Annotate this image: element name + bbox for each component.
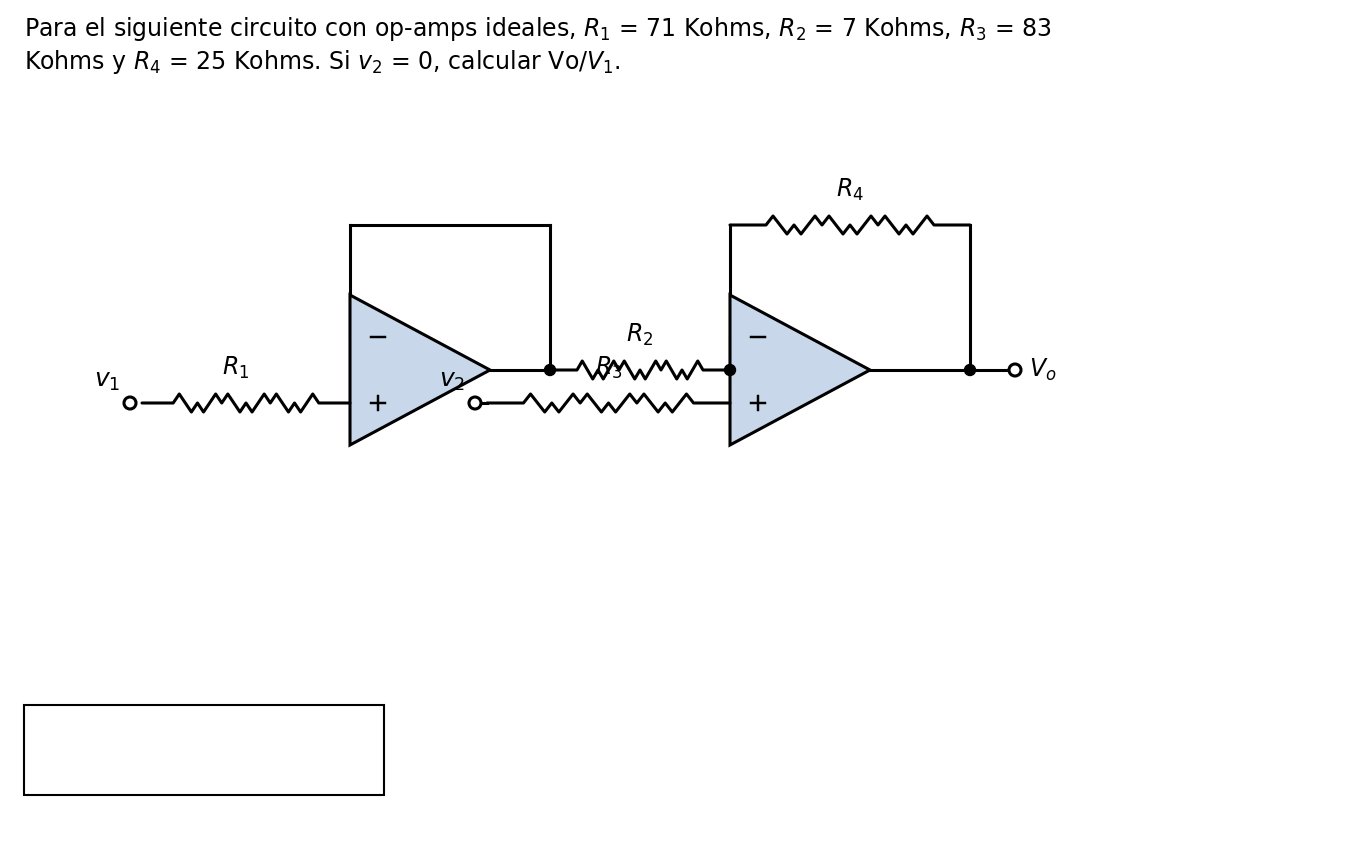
Text: $R_1$: $R_1$ xyxy=(222,355,249,381)
Circle shape xyxy=(124,397,136,409)
Polygon shape xyxy=(350,295,491,445)
Text: $R_4$: $R_4$ xyxy=(836,177,864,203)
Polygon shape xyxy=(731,295,869,445)
Text: $v_2$: $v_2$ xyxy=(439,369,465,393)
Text: $R_3$: $R_3$ xyxy=(594,355,623,381)
Text: $V_o$: $V_o$ xyxy=(1029,357,1057,383)
Text: $R_2$: $R_2$ xyxy=(627,322,654,348)
Circle shape xyxy=(724,365,736,376)
Text: Para el siguiente circuito con op-amps ideales, $R_1$ = 71 Kohms, $R_2$ = 7 Kohm: Para el siguiente circuito con op-amps i… xyxy=(24,15,1051,43)
Bar xyxy=(24,705,384,795)
Circle shape xyxy=(965,365,976,376)
Circle shape xyxy=(1010,364,1020,376)
Text: $v_1$: $v_1$ xyxy=(94,369,120,393)
Circle shape xyxy=(545,365,555,376)
Text: Kohms y $R_4$ = 25 Kohms. Si $v_2$ = 0, calcular Vo/$V_1$.: Kohms y $R_4$ = 25 Kohms. Si $v_2$ = 0, … xyxy=(24,48,621,76)
Circle shape xyxy=(469,397,481,409)
